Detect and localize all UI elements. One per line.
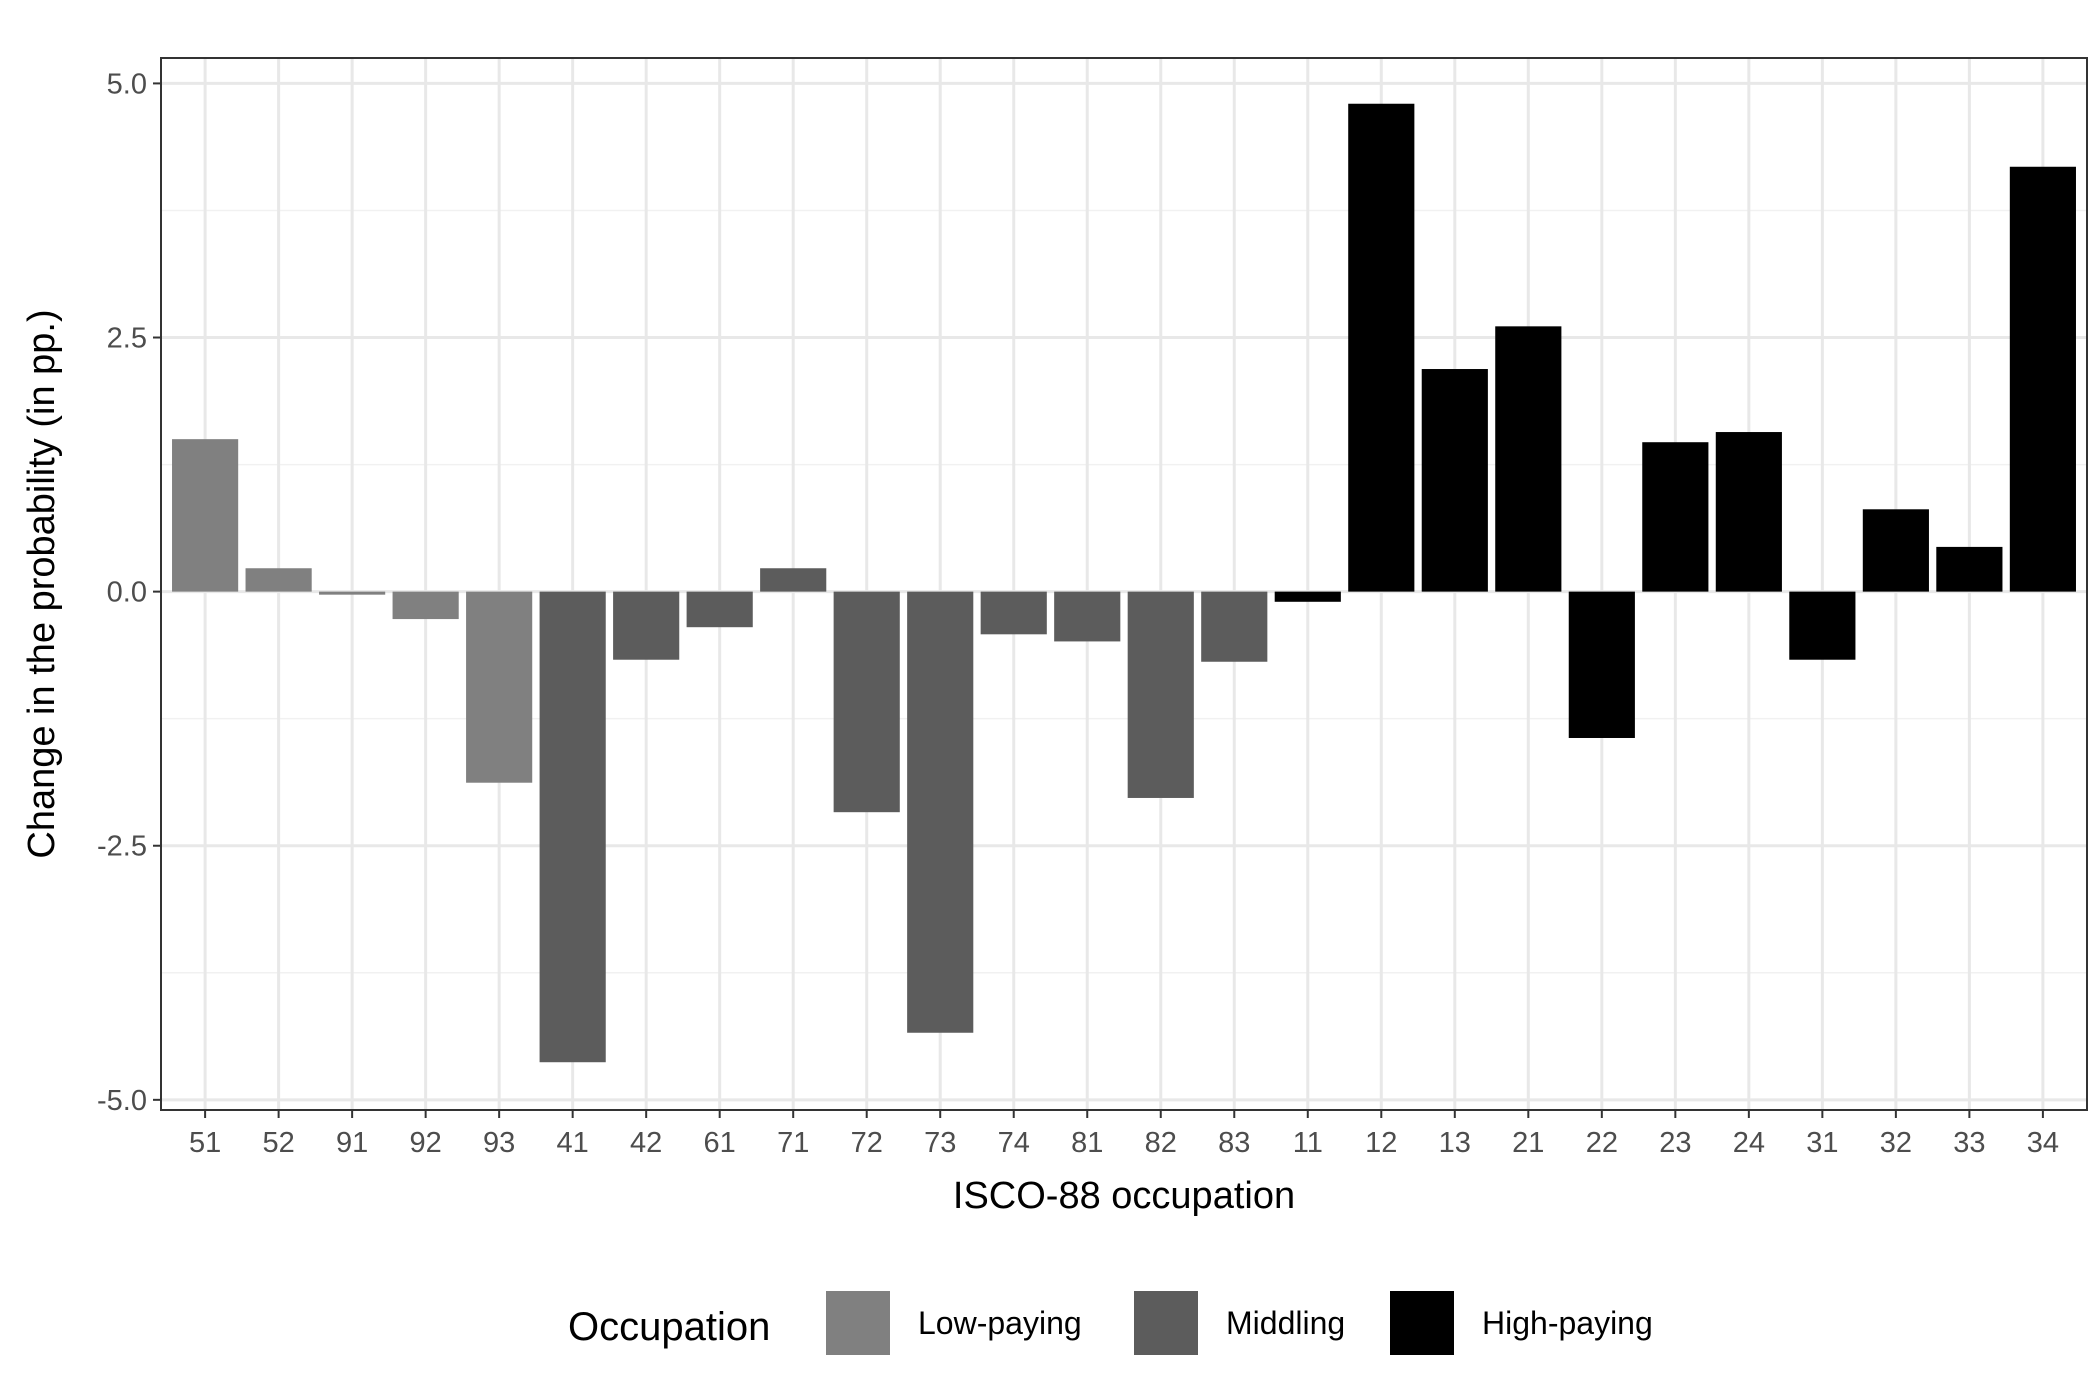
- y-tick-label: -5.0: [97, 1085, 147, 1117]
- x-tick-label: 81: [1071, 1127, 1103, 1159]
- x-tick-label: 13: [1439, 1127, 1471, 1159]
- bar-24: [1715, 432, 1782, 592]
- legend-label: Middling: [1226, 1305, 1345, 1341]
- bar-73: [907, 591, 974, 1033]
- y-tick-label: -2.5: [97, 831, 147, 863]
- bar-11: [1274, 591, 1341, 602]
- x-tick-label: 42: [630, 1127, 662, 1159]
- x-tick-label: 31: [1806, 1127, 1838, 1159]
- legend-title: Occupation: [568, 1305, 770, 1349]
- bar-42: [613, 591, 680, 660]
- bar-33: [1936, 546, 2003, 592]
- x-tick-label: 33: [1953, 1127, 1985, 1159]
- legend-key-middling: [1134, 1291, 1198, 1355]
- x-tick-label: 34: [2027, 1127, 2059, 1159]
- x-tick-label: 22: [1586, 1127, 1618, 1159]
- bar-12: [1348, 103, 1415, 592]
- legend-label: Low-paying: [918, 1305, 1082, 1341]
- x-tick-label: 93: [483, 1127, 515, 1159]
- bar-34: [2009, 166, 2076, 592]
- bar-13: [1421, 369, 1488, 592]
- y-tick-label: 5.0: [107, 68, 147, 100]
- x-tick-label: 51: [189, 1127, 221, 1159]
- bar-21: [1495, 326, 1562, 592]
- x-tick-label: 21: [1512, 1127, 1544, 1159]
- y-axis-title: Change in the probability (in pp.): [21, 309, 63, 858]
- bar-93: [466, 591, 533, 783]
- x-tick-label: 83: [1218, 1127, 1250, 1159]
- plot-background: [161, 58, 2087, 1110]
- legend: Occupation Low-paying Middling High-paying: [568, 1291, 1653, 1355]
- x-tick-label: 24: [1733, 1127, 1765, 1159]
- bar-74: [980, 591, 1047, 635]
- bar-71: [760, 568, 827, 592]
- bar-81: [1054, 591, 1121, 642]
- x-tick-label: 12: [1365, 1127, 1397, 1159]
- bar-83: [1201, 591, 1268, 662]
- x-tick-label: 82: [1145, 1127, 1177, 1159]
- bar-61: [686, 591, 753, 628]
- x-tick-label: 41: [557, 1127, 589, 1159]
- x-tick-label: 61: [704, 1127, 736, 1159]
- bar-72: [833, 591, 900, 813]
- x-tick-label: 11: [1293, 1127, 1323, 1159]
- bar-91: [319, 591, 386, 595]
- x-axis-title: ISCO-88 occupation: [953, 1175, 1295, 1217]
- y-axis: 5.0 2.5 0.0 -2.5 -5.0: [97, 68, 161, 1117]
- bars: [172, 103, 2076, 1063]
- x-tick-label: 91: [336, 1127, 368, 1159]
- x-tick-label: 32: [1880, 1127, 1912, 1159]
- bar-51: [172, 439, 239, 592]
- x-axis: 51 52 91 92 93 41 42 61 71 72 73 74 81 82 83 11 12 13 21 22…: [189, 1110, 2059, 1159]
- x-tick-label: 73: [924, 1127, 956, 1159]
- legend-key-high-paying: [1390, 1291, 1454, 1355]
- bar-52: [245, 568, 312, 592]
- bar-92: [392, 591, 459, 620]
- legend-label: High-paying: [1482, 1305, 1653, 1341]
- x-tick-label: 72: [851, 1127, 883, 1159]
- bar-23: [1642, 442, 1709, 592]
- x-tick-label: 92: [410, 1127, 442, 1159]
- y-tick-label: 2.5: [107, 323, 147, 355]
- y-tick-label: 0.0: [107, 577, 147, 609]
- bar-32: [1862, 509, 1929, 592]
- bar-22: [1568, 591, 1635, 738]
- legend-key-low-paying: [826, 1291, 890, 1355]
- x-tick-label: 74: [998, 1127, 1030, 1159]
- bar-41: [539, 591, 606, 1063]
- x-tick-label: 52: [262, 1127, 294, 1159]
- x-tick-label: 71: [777, 1127, 809, 1159]
- plot-panel-border: [160, 57, 2088, 1111]
- bar-82: [1127, 591, 1194, 798]
- x-tick-label: 23: [1659, 1127, 1691, 1159]
- bar-31: [1789, 591, 1856, 660]
